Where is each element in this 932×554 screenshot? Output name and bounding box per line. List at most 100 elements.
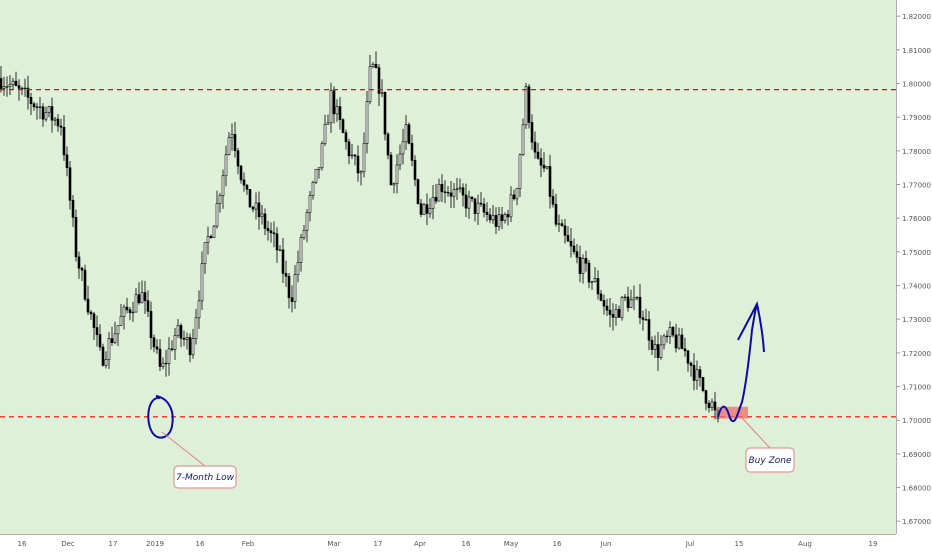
candle-body [83,269,87,300]
price-tick-label: 1.74000 [902,283,931,291]
candle-body [593,278,597,282]
candle-body [134,294,138,313]
time-tick-label: 16 [18,540,27,548]
candle-body [278,249,282,251]
candle-body [446,191,450,194]
candle-body [434,196,438,202]
candle-body [14,80,18,86]
candle-body [131,311,135,314]
candle-body [344,132,348,143]
candle-body [578,257,582,274]
candle-body [62,126,66,156]
candle-body [233,133,237,151]
price-tick-label: 1.71000 [902,384,931,392]
candle-body [146,300,150,312]
candle-body [305,212,309,231]
candle-body [74,217,78,258]
candle-body [470,196,474,200]
candle-body [572,245,576,252]
candle-body [173,335,177,350]
candle-body [140,292,144,304]
candle-body [191,338,195,356]
candle-body [170,348,174,350]
candle-body [503,214,507,221]
candle-body [653,344,657,350]
candle-body [608,309,612,315]
candle-body [143,292,147,301]
price-tick-label: 1.70000 [902,417,931,425]
candle-body [116,325,120,335]
callout-box [745,447,795,473]
candle-body [113,333,117,343]
candle-body [602,300,606,307]
candle-body [338,106,342,120]
price-tick-label: 1.78000 [902,148,931,156]
candle-body [179,325,183,339]
candle-body [569,240,573,247]
candle-body [656,344,660,358]
candle-body [659,344,663,358]
time-tick-label: 16 [553,540,562,548]
price-tick-label: 1.80000 [902,81,931,89]
candle-body [380,91,384,94]
candle-body [440,184,444,193]
candle-body [413,160,417,180]
candle-body [56,118,60,127]
candle-body [110,338,114,343]
callout-leader-line [161,431,206,467]
candle-body [584,258,588,264]
candle-body [149,311,153,339]
time-tick-label: 16 [462,540,471,548]
projection-arrow-path [717,300,765,423]
candle-body [266,228,270,232]
candle-body [293,274,297,302]
candle-body [425,204,429,214]
price-tick-label: 1.79000 [902,114,931,122]
time-tick-label: 15 [735,540,744,548]
candle-body [590,281,594,283]
candle-body [458,187,462,190]
candle-body [272,232,276,235]
candle-body [662,335,666,346]
time-axis: 16 Dec 17 2019 16 Feb Mar 17 Apr 16 May 16 Jun Jul 15 A… [0,534,932,550]
candle-body [371,63,375,67]
price-tick-label: 1.73000 [902,316,931,324]
candle-body [152,337,156,348]
price-tick-label: 1.76000 [902,215,931,223]
candle-body [692,365,696,381]
candle-body [710,401,714,408]
candle-body [323,123,327,144]
candle-body [158,348,162,367]
candle-body [44,112,48,120]
candle-body [689,362,693,366]
candle-body [95,327,99,335]
candle-body [686,350,690,364]
candle-body [317,167,321,170]
annotations: 7-Month Low Buy Zone [161,417,795,489]
candle-body [641,317,645,320]
candle-body [302,229,306,238]
candle-body [182,337,186,340]
candle-body [482,203,486,213]
callout-leader-line [741,417,771,449]
price-tick-label: 1.69000 [902,451,931,459]
candle-body [287,275,291,299]
candle-body [185,337,189,340]
candle-body [377,67,381,94]
candle-body [560,223,564,227]
candle-body [599,293,603,301]
candle-body [155,346,159,350]
price-axis: 1.82000 1.81000 1.80000 1.79000 1.78000 1.770… [896,0,932,550]
candle-body [257,202,261,218]
candle-body [449,192,453,197]
candle-body [680,334,684,350]
candle-body [20,87,24,90]
candle-body [137,294,141,304]
price-tick-label: 1.77000 [902,182,931,190]
candle-body [668,327,672,337]
candle-body [479,202,483,205]
candle-body [23,87,27,90]
candle-body [548,166,552,197]
candle-body [53,118,57,121]
